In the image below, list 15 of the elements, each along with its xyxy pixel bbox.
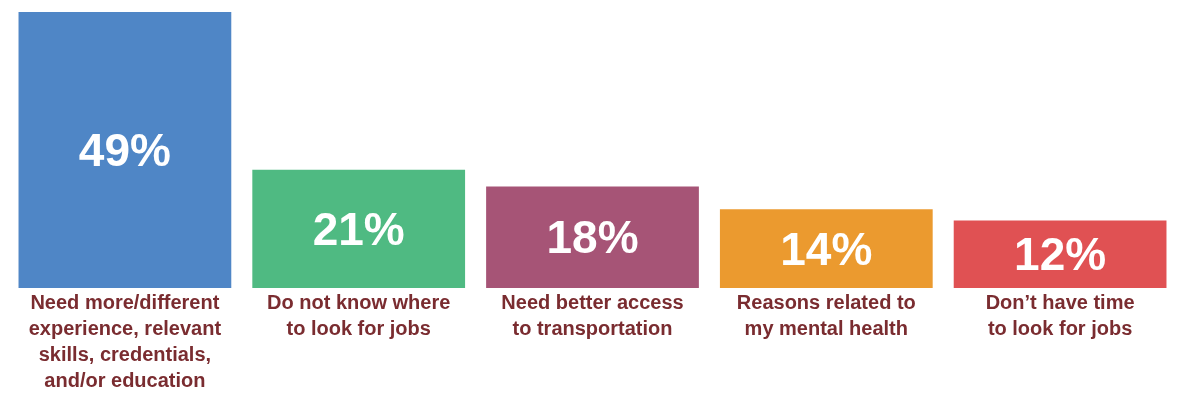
bar <box>18 12 232 288</box>
data-label: 49% <box>78 124 171 176</box>
data-label: 12% <box>1014 228 1107 281</box>
x-tick-label: Reasons related to my mental health <box>736 291 916 339</box>
x-tick-label: Need better access to transportation <box>501 291 684 339</box>
data-label: 14% <box>780 222 873 275</box>
x-tick-label: Don’t have time to look for jobs <box>985 291 1135 339</box>
data-label: 21% <box>312 202 405 255</box>
data-label: 18% <box>546 211 639 264</box>
bar <box>953 220 1167 288</box>
bar <box>719 209 933 288</box>
x-tick-label: Need more/different experience, relevant skills, credentials, and/or education <box>28 291 222 391</box>
bar <box>252 169 466 288</box>
x-tick-label: Do not know where to look for jobs <box>267 291 451 339</box>
bar <box>486 186 699 288</box>
